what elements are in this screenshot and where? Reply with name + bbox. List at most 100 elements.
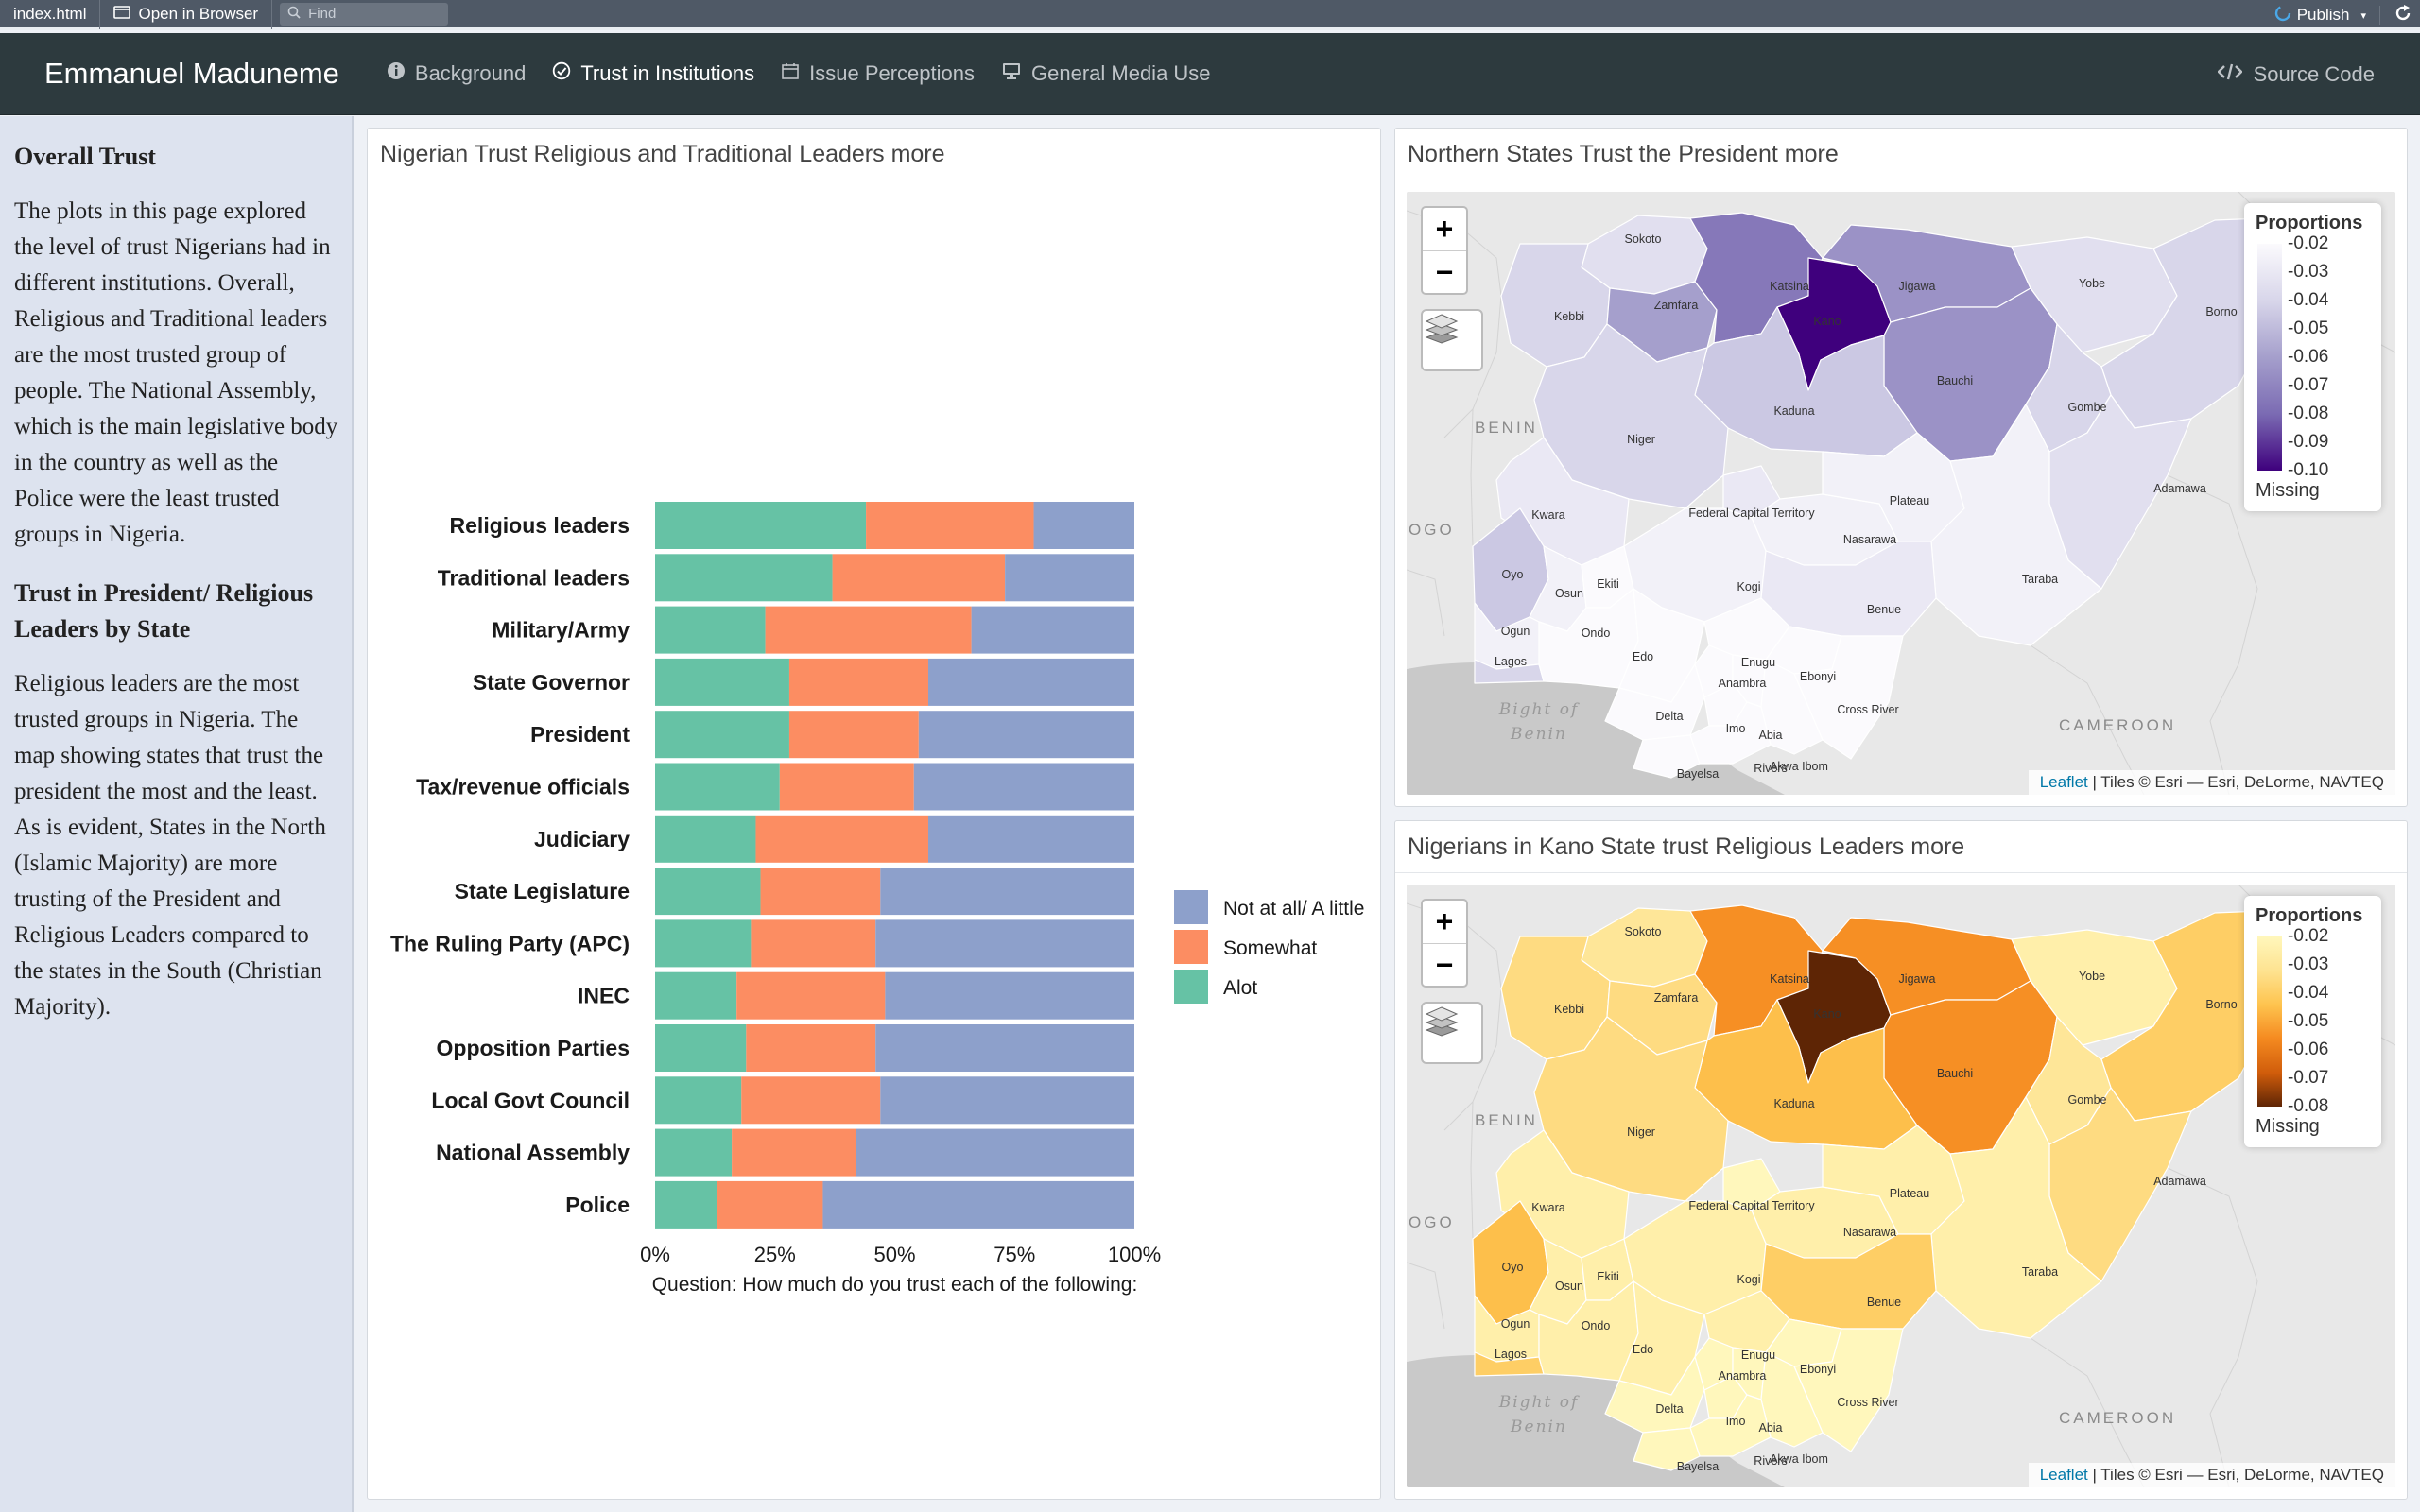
- bar-segment-alot: [655, 763, 780, 811]
- legend-label: Alot: [1223, 977, 1257, 999]
- bar-segment-alot: [655, 554, 833, 602]
- bar-segment-not-at-all-a-little: [885, 971, 1134, 1020]
- nav-item-general-media-use[interactable]: General Media Use: [1001, 61, 1211, 86]
- state-akwa-ibom[interactable]: [1760, 1351, 1824, 1448]
- country-label: OGO: [1409, 521, 1455, 539]
- trust-bar-chart: Religious leaders Traditional leaders Mili…: [390, 502, 1364, 1296]
- zoom-control: + −: [1421, 206, 1468, 295]
- state-bayelsa[interactable]: [1633, 1427, 1701, 1471]
- map-legend: Proportions -0.02 -0.03 -0.04 -0.05 -0.06 -0.0…: [2244, 896, 2381, 1147]
- bar-segment-somewhat: [741, 1076, 881, 1125]
- zoom-in-button[interactable]: +: [1435, 904, 1454, 938]
- source-code-link[interactable]: Source Code: [2216, 33, 2375, 115]
- bar-segment-alot: [655, 502, 867, 549]
- state-label: Abia: [1758, 729, 1783, 742]
- map-card-title: Nigerians in Kano State trust Religious …: [1395, 821, 2407, 873]
- state-akwa-ibom[interactable]: [1760, 659, 1824, 755]
- bar-segment-alot: [655, 1076, 742, 1125]
- find-input[interactable]: Find: [280, 2, 449, 26]
- state-rivers[interactable]: [1689, 1394, 1772, 1457]
- country-label: CAMEROON: [2059, 1409, 2177, 1427]
- refresh-icon[interactable]: [2394, 4, 2412, 27]
- state-label: Bauchi: [1936, 1067, 1974, 1080]
- layers-control-button[interactable]: [1421, 1002, 1483, 1064]
- legend-title: Proportions: [2256, 905, 2363, 926]
- state-label: Lagos: [1494, 655, 1528, 668]
- map-religious-leaders-trust[interactable]: Sokoto Zamfara Katsina Kano Jigawa Yobe Borno K…: [1407, 885, 2395, 1487]
- state-label: Adamawa: [2153, 482, 2206, 495]
- state-label: Kwara: [1531, 1201, 1565, 1214]
- state-bayelsa[interactable]: [1633, 734, 1701, 779]
- file-tab[interactable]: index.html: [0, 0, 101, 29]
- legend-label: Somewhat: [1223, 937, 1317, 959]
- category-label: INEC: [578, 984, 630, 1008]
- state-rivers[interactable]: [1689, 701, 1772, 765]
- bar-segment-somewhat: [732, 1128, 856, 1177]
- legend-tick-label: -0.03: [2288, 954, 2329, 974]
- state-label: Cross River: [1837, 1396, 1899, 1409]
- category-label: State Legislature: [455, 879, 630, 903]
- legend-tick-label: -0.08: [2288, 1096, 2329, 1116]
- state-label: Plateau: [1889, 494, 1930, 507]
- brand-title[interactable]: Emmanuel Maduneme: [44, 57, 339, 90]
- bar-segment-alot: [655, 971, 737, 1020]
- category-label: State Governor: [473, 670, 630, 695]
- state-label: Abia: [1758, 1421, 1783, 1435]
- bar-segment-not-at-all-a-little: [1005, 554, 1134, 602]
- chart-card-title: Nigerian Trust Religious and Traditional…: [368, 129, 1380, 180]
- category-label: Police: [565, 1193, 630, 1217]
- state-kaduna[interactable]: [1694, 999, 1918, 1150]
- state-label: Zamfara: [1653, 991, 1699, 1005]
- leaflet-link[interactable]: Leaflet: [2039, 1466, 2088, 1484]
- map-president-trust[interactable]: Sokoto Zamfara Katsina Kano Jigawa Yobe Borno K…: [1407, 192, 2395, 795]
- bar-segment-not-at-all-a-little: [913, 763, 1134, 811]
- check-circle-icon: [552, 61, 571, 86]
- bar-segment-not-at-all-a-little: [856, 1128, 1134, 1177]
- layers-control-button[interactable]: [1421, 309, 1483, 371]
- leaflet-link[interactable]: Leaflet: [2039, 773, 2088, 791]
- legend-tick-label: -0.05: [2288, 1011, 2329, 1031]
- legend-color-ramp: [2257, 936, 2282, 1107]
- category-label: Military/Army: [492, 618, 630, 643]
- nav-item-label: General Media Use: [1031, 61, 1211, 85]
- country-label: BENIN: [1475, 419, 1538, 437]
- nav-item-label: Issue Perceptions: [809, 61, 975, 85]
- state-label: Katsina: [1770, 280, 1809, 293]
- state-label: Yobe: [2078, 970, 2106, 983]
- legend-tick-label: -0.02: [2288, 926, 2329, 946]
- open-in-browser-button[interactable]: Open in Browser: [100, 0, 273, 29]
- state-kaduna[interactable]: [1694, 306, 1918, 457]
- bar-segment-not-at-all-a-little: [927, 815, 1134, 863]
- state-label: Niger: [1627, 433, 1655, 446]
- state-label: Kaduna: [1773, 404, 1815, 418]
- legend-swatch: [1174, 930, 1208, 964]
- state-label: Borno: [2205, 998, 2238, 1011]
- state-label: Oyo: [1501, 568, 1524, 581]
- map-attribution: Leaflet | Tiles © Esri — Esri, DeLorme, …: [2028, 1463, 2395, 1487]
- map-canvas[interactable]: [1407, 192, 2395, 795]
- bar-segment-somewhat: [746, 1024, 876, 1072]
- map-attribution: Leaflet | Tiles © Esri — Esri, DeLorme, …: [2028, 770, 2395, 795]
- bar-segment-not-at-all-a-little: [918, 711, 1134, 759]
- zoom-out-button[interactable]: −: [1423, 250, 1466, 293]
- state-label: Kwara: [1531, 508, 1565, 522]
- state-label: Kogi: [1737, 1273, 1761, 1286]
- state-label: Edo: [1632, 1343, 1654, 1356]
- zoom-out-button[interactable]: −: [1423, 943, 1466, 986]
- state-label: Taraba: [2021, 1265, 2059, 1279]
- country-label: BENIN: [1475, 1111, 1538, 1129]
- map-canvas[interactable]: [1407, 885, 2395, 1487]
- nav-item-trust-in-institutions[interactable]: Trust in Institutions: [552, 61, 754, 86]
- bar-segment-somewhat: [755, 815, 928, 863]
- legend-tick-label: -0.09: [2288, 432, 2329, 452]
- nav-item-background[interactable]: Background: [387, 61, 526, 86]
- country-label: OGO: [1409, 1213, 1455, 1231]
- publish-button[interactable]: Publish ▾: [2274, 5, 2366, 26]
- nav-item-issue-perceptions[interactable]: Issue Perceptions: [781, 61, 975, 86]
- state-label: Edo: [1632, 650, 1654, 663]
- state-label: Ondo: [1581, 1319, 1611, 1332]
- bar-segment-not-at-all-a-little: [1033, 502, 1134, 549]
- bar-segment-somewhat: [717, 1180, 823, 1228]
- zoom-in-button[interactable]: +: [1435, 212, 1454, 246]
- state-label: Federal Capital Territory: [1688, 507, 1815, 520]
